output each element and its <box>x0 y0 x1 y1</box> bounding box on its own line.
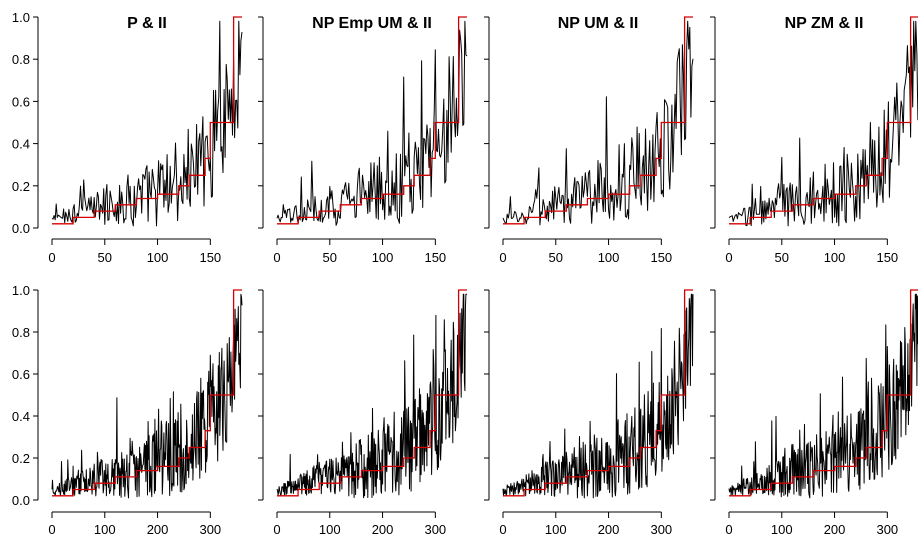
y-tick-label: 0.6 <box>12 367 30 382</box>
x-tick-label: 50 <box>323 250 337 265</box>
step-series-line <box>729 289 918 497</box>
x-tick-label: 150 <box>199 250 221 265</box>
x-tick-label: 100 <box>94 522 116 535</box>
x-tick-label: 100 <box>824 250 846 265</box>
observed-series-line <box>276 293 467 499</box>
x-tick-label: 300 <box>199 522 221 535</box>
x-tick-label: 200 <box>147 522 169 535</box>
observed-series-line <box>51 293 243 499</box>
panel-5: 0.0 0.2 0.4 0.6 0.8 1.0 0 100 200 300 <box>12 283 243 535</box>
x-tick-label: 200 <box>598 522 620 535</box>
panel-4: NP ZM & II 0 50 100 150 <box>710 15 918 265</box>
x-tick-label: 150 <box>424 250 446 265</box>
x-tick-label: 0 <box>273 522 280 535</box>
step-series-line <box>729 16 918 225</box>
x-tick-label: 200 <box>372 522 394 535</box>
x-tick-label: 0 <box>499 522 506 535</box>
panel-title: P & II <box>127 15 167 32</box>
panel-8: 0 100 200 300 <box>710 289 918 535</box>
x-tick-label: 100 <box>372 250 394 265</box>
step-series-line <box>277 16 467 225</box>
y-tick-label: 0.0 <box>12 221 30 236</box>
x-tick-label: 50 <box>775 250 789 265</box>
panel-3: NP UM & II 0 50 100 150 <box>484 15 694 265</box>
observed-series-line <box>502 293 694 499</box>
panel-title: NP ZM & II <box>785 15 864 32</box>
x-tick-label: 100 <box>319 522 341 535</box>
panel-1: P & II 0.0 0.2 0.4 0.6 0.8 1.0 0 50 100 150 <box>12 10 243 265</box>
x-tick-label: 150 <box>876 250 898 265</box>
panel-6: 0 100 200 300 <box>258 289 467 535</box>
observed-series-line <box>276 20 468 226</box>
observed-series-line <box>502 20 694 226</box>
y-tick-label: 0.6 <box>12 94 30 109</box>
observed-series-line <box>728 20 918 227</box>
step-series-line <box>52 289 242 497</box>
panel-7: 0 100 200 300 <box>484 289 694 535</box>
y-tick-label: 0.4 <box>12 409 30 424</box>
step-series-line <box>503 289 693 497</box>
observed-series-line <box>728 293 918 499</box>
x-tick-label: 300 <box>876 522 898 535</box>
y-tick-label: 0.8 <box>12 52 30 67</box>
x-tick-label: 50 <box>98 250 112 265</box>
observed-series-line <box>51 20 243 227</box>
y-tick-label: 0.0 <box>12 493 30 508</box>
x-tick-label: 200 <box>824 522 846 535</box>
step-series-line <box>277 289 467 497</box>
x-tick-label: 0 <box>273 250 280 265</box>
panel-title: NP Emp UM & II <box>312 15 432 32</box>
x-tick-label: 300 <box>424 522 446 535</box>
x-tick-label: 100 <box>545 522 567 535</box>
y-tick-label: 1.0 <box>12 283 30 298</box>
y-tick-label: 1.0 <box>12 10 30 25</box>
x-tick-label: 0 <box>725 250 732 265</box>
x-tick-label: 300 <box>650 522 672 535</box>
panel-2: NP Emp UM & II 0 50 100 150 <box>258 15 468 265</box>
step-series-line <box>52 16 242 225</box>
x-tick-label: 0 <box>48 522 55 535</box>
x-tick-label: 50 <box>549 250 563 265</box>
panel-title: NP UM & II <box>558 15 639 32</box>
x-tick-label: 0 <box>725 522 732 535</box>
y-tick-label: 0.2 <box>12 179 30 194</box>
x-tick-label: 100 <box>771 522 793 535</box>
y-tick-label: 0.4 <box>12 137 30 152</box>
y-tick-label: 0.8 <box>12 325 30 340</box>
x-tick-label: 100 <box>598 250 620 265</box>
x-tick-label: 0 <box>499 250 506 265</box>
step-series-line <box>503 16 693 225</box>
y-tick-label: 0.2 <box>12 451 30 466</box>
x-tick-label: 150 <box>650 250 672 265</box>
x-tick-label: 0 <box>48 250 55 265</box>
x-tick-label: 100 <box>147 250 169 265</box>
